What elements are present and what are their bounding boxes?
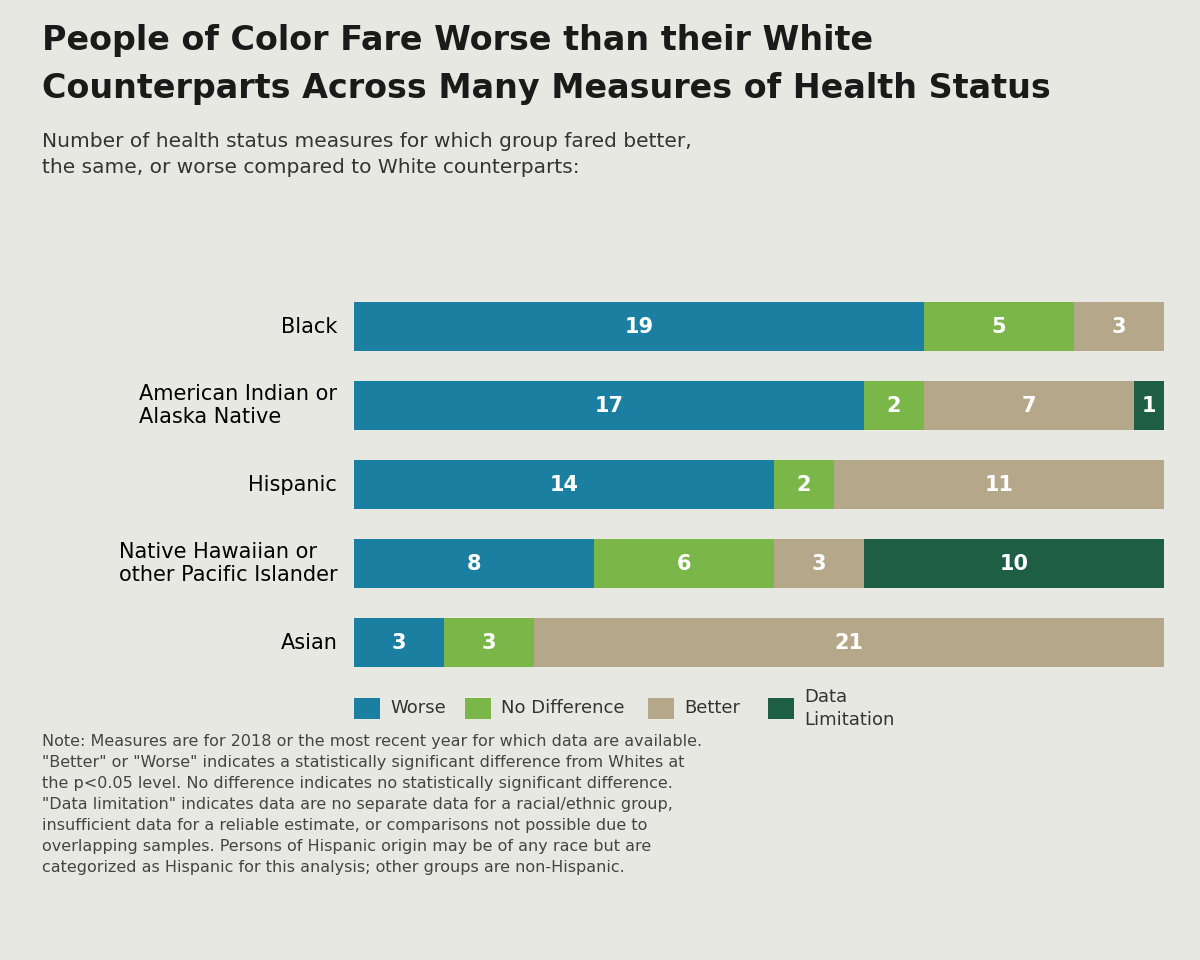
Bar bbox=[354, 381, 864, 430]
Bar bbox=[774, 540, 864, 588]
Bar bbox=[354, 302, 924, 351]
Bar bbox=[1134, 381, 1164, 430]
Text: 2: 2 bbox=[797, 475, 811, 494]
Bar bbox=[834, 460, 1164, 510]
Text: 19: 19 bbox=[624, 317, 654, 337]
Text: Number of health status measures for which group fared better,
the same, or wors: Number of health status measures for whi… bbox=[42, 132, 691, 178]
Text: 14: 14 bbox=[550, 475, 578, 494]
Bar bbox=[774, 460, 834, 510]
Bar bbox=[1074, 302, 1164, 351]
Text: 8: 8 bbox=[467, 554, 481, 574]
Text: 6: 6 bbox=[677, 554, 691, 574]
Text: 1: 1 bbox=[1141, 396, 1157, 416]
Bar bbox=[534, 618, 1164, 667]
Text: 5: 5 bbox=[991, 317, 1007, 337]
Bar bbox=[354, 460, 774, 510]
Text: No Difference: No Difference bbox=[502, 700, 624, 717]
Bar bbox=[354, 540, 594, 588]
Text: People of Color Fare Worse than their White: People of Color Fare Worse than their Wh… bbox=[42, 24, 874, 57]
Text: Worse: Worse bbox=[390, 700, 445, 717]
Text: Counterparts Across Many Measures of Health Status: Counterparts Across Many Measures of Hea… bbox=[42, 72, 1051, 105]
Bar bbox=[924, 302, 1074, 351]
Text: 3: 3 bbox=[811, 554, 827, 574]
Text: 10: 10 bbox=[1000, 554, 1028, 574]
Bar bbox=[594, 540, 774, 588]
Text: Better: Better bbox=[684, 700, 740, 717]
Bar bbox=[924, 381, 1134, 430]
Text: Data: Data bbox=[804, 688, 847, 706]
Text: 17: 17 bbox=[594, 396, 624, 416]
Bar bbox=[354, 618, 444, 667]
Bar bbox=[444, 618, 534, 667]
Text: 3: 3 bbox=[391, 633, 407, 653]
Text: Limitation: Limitation bbox=[804, 711, 894, 729]
Text: 2: 2 bbox=[887, 396, 901, 416]
Text: 11: 11 bbox=[984, 475, 1014, 494]
Text: 3: 3 bbox=[481, 633, 497, 653]
Text: 21: 21 bbox=[834, 633, 864, 653]
Text: Note: Measures are for 2018 or the most recent year for which data are available: Note: Measures are for 2018 or the most … bbox=[42, 734, 702, 876]
Text: 7: 7 bbox=[1021, 396, 1037, 416]
Text: 3: 3 bbox=[1111, 317, 1127, 337]
Bar bbox=[864, 540, 1164, 588]
Bar bbox=[864, 381, 924, 430]
